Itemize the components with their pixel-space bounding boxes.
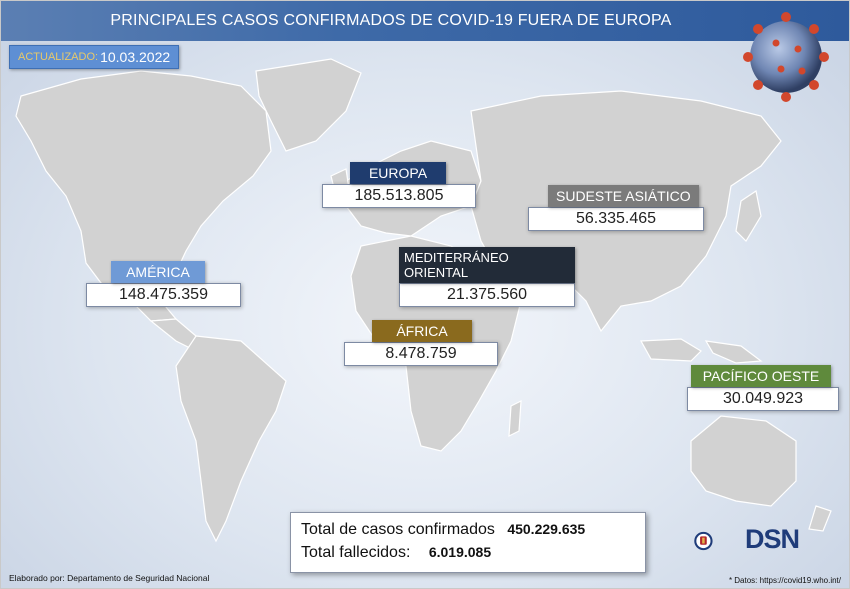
region-europa: EUROPA 185.513.805 — [322, 162, 476, 208]
updated-badge: ACTUALIZADO: 10.03.2022 — [9, 45, 180, 69]
region-europa-value: 185.513.805 — [322, 184, 476, 208]
updated-date: 10.03.2022 — [100, 49, 171, 65]
title-bar: PRINCIPALES CASOS CONFIRMADOS DE COVID-1… — [1, 1, 849, 41]
region-sudeste-value: 56.335.465 — [528, 207, 704, 231]
region-pacifico-label: PACÍFICO OESTE — [691, 365, 831, 387]
updated-label: ACTUALIZADO: — [18, 51, 99, 63]
region-mediterraneo-label: MEDITERRÁNEO ORIENTAL — [399, 247, 575, 283]
region-pacifico-value: 30.049.923 — [687, 387, 839, 411]
region-africa: ÁFRICA 8.478.759 — [344, 320, 498, 366]
region-sudeste-label: SUDESTE ASIÁTICO — [548, 185, 699, 207]
footer-credit: Elaborado por: Departamento de Seguridad… — [9, 573, 210, 583]
footer-source: * Datos: https://covid19.who.int/ — [728, 576, 841, 585]
region-africa-value: 8.478.759 — [344, 342, 498, 366]
totals-panel: Total de casos confirmados 450.229.635 T… — [290, 512, 646, 573]
region-pacifico-oeste: PACÍFICO OESTE 30.049.923 — [687, 365, 839, 411]
region-mediterraneo-value: 21.375.560 — [399, 283, 575, 307]
total-deaths-label: Total fallecidos: — [301, 544, 411, 561]
region-america-label: AMÉRICA — [111, 261, 205, 283]
page-title: PRINCIPALES CASOS CONFIRMADOS DE COVID-1… — [110, 12, 672, 29]
region-europa-label: EUROPA — [350, 162, 446, 184]
dsn-logo-text: DSN — [745, 524, 800, 554]
region-america-value: 148.475.359 — [86, 283, 241, 307]
dsn-seal-icon — [694, 531, 713, 551]
total-cases-label: Total de casos confirmados — [301, 521, 495, 538]
total-deaths-value: 6.019.085 — [428, 544, 492, 560]
region-africa-label: ÁFRICA — [372, 320, 472, 342]
region-america: AMÉRICA 148.475.359 — [86, 261, 241, 307]
region-sudeste-asiatico: SUDESTE ASIÁTICO 56.335.465 — [528, 185, 704, 231]
region-mediterraneo-oriental: MEDITERRÁNEO ORIENTAL 21.375.560 — [399, 247, 575, 307]
coronavirus-icon — [743, 12, 829, 102]
total-cases-value: 450.229.635 — [507, 521, 586, 537]
